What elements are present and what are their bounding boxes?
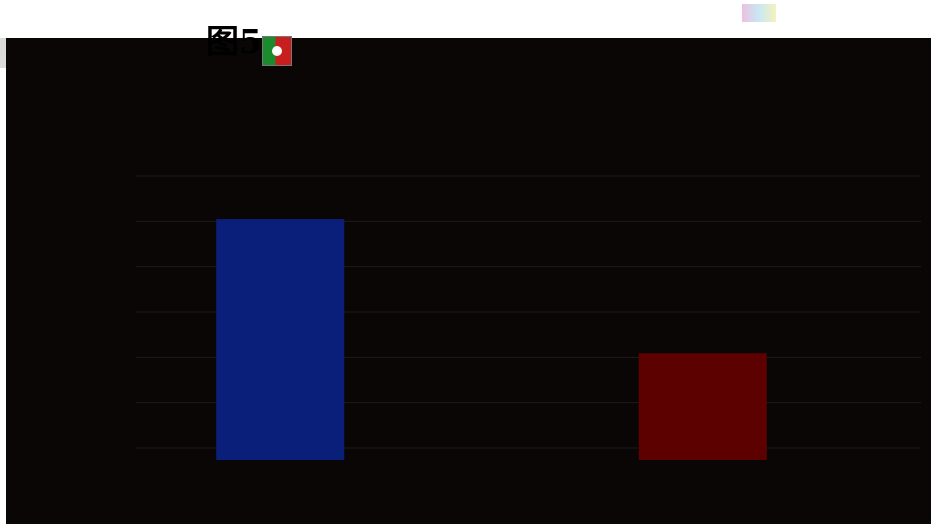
figure-label: 图5 (206, 22, 262, 61)
bar-chart (136, 175, 921, 460)
pixel-sprite-icon (742, 4, 776, 22)
image-thumbnail-icon (262, 36, 292, 66)
bars (216, 219, 767, 460)
bar (638, 353, 767, 460)
chart-panel (6, 38, 931, 524)
bar (216, 219, 345, 460)
